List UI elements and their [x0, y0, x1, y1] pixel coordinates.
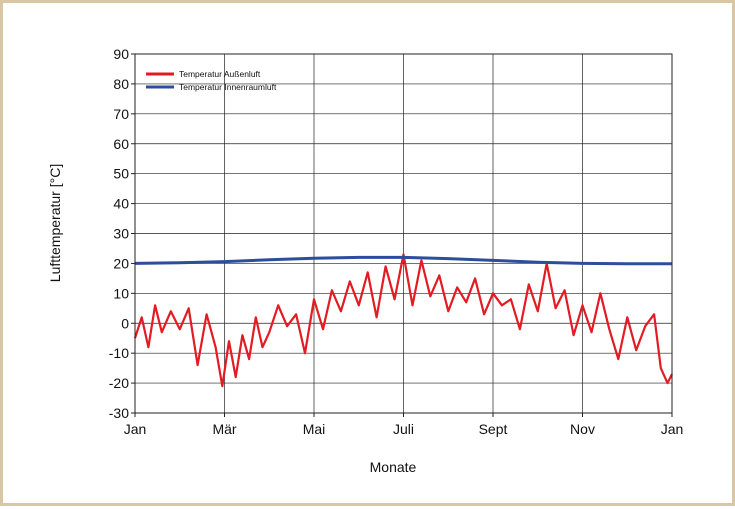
series-lines: [133, 253, 673, 388]
y-tick-label: 70: [113, 106, 129, 122]
series-line-outdoor: [133, 253, 673, 388]
y-axis-label: Lufttemperatur [°C]: [47, 164, 63, 282]
x-axis-label: Monate: [370, 459, 417, 475]
series-line-indoor: [134, 255, 672, 266]
y-tick-label: -30: [109, 405, 129, 421]
legend: Temperatur Außenluft Temperatur Innenrau…: [146, 69, 277, 92]
y-tick-label: 50: [113, 166, 129, 182]
y-tick-label: 90: [113, 46, 129, 62]
y-tick-label: 40: [113, 196, 129, 212]
y-axis-ticks: -30 -20 -10 0 10 20 30 40 50 60 70 80 90: [109, 46, 135, 421]
line-chart: -30 -20 -10 0 10 20 30 40 50 60 70 80 90 Jan Mär Mai Ju…: [47, 46, 684, 475]
y-tick-label: 0: [121, 315, 129, 331]
x-tick-label: Jan: [124, 421, 147, 437]
x-tick-label: Mai: [303, 421, 326, 437]
x-tick-label: Juli: [393, 421, 414, 437]
x-tick-label: Sept: [479, 421, 508, 437]
x-axis-ticks: Jan Mär Mai Juli Sept Nov Jan: [124, 413, 684, 437]
x-tick-label: Nov: [570, 421, 595, 437]
y-tick-label: -20: [109, 375, 129, 391]
y-tick-label: 20: [113, 255, 129, 271]
y-tick-label: 80: [113, 76, 129, 92]
legend-label-outdoor: Temperatur Außenluft: [179, 69, 261, 79]
y-tick-label: -10: [109, 345, 129, 361]
y-tick-label: 10: [113, 285, 129, 301]
legend-label-indoor: Temperatur Innenraumluft: [179, 82, 277, 92]
grid: [135, 54, 672, 413]
x-tick-label: Mär: [212, 421, 236, 437]
y-tick-label: 60: [113, 136, 129, 152]
x-tick-label: Jan: [661, 421, 684, 437]
y-tick-label: 30: [113, 226, 129, 242]
